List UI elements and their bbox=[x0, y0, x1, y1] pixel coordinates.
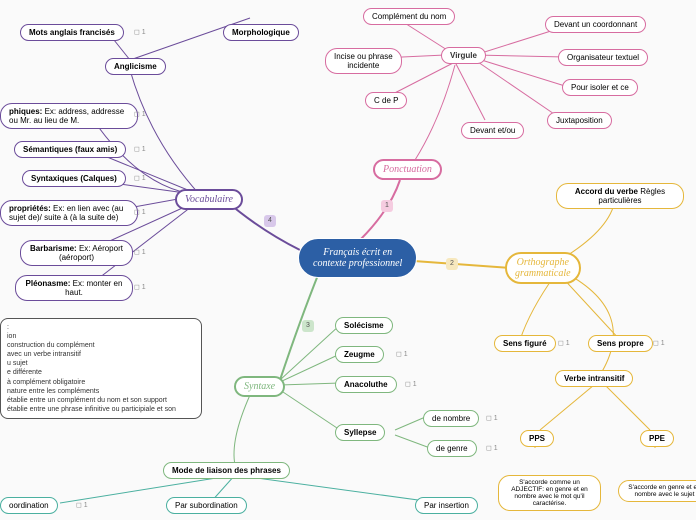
phiques[interactable]: phiques: Ex: address, addresse ou Mr. au… bbox=[0, 103, 138, 129]
par-subordination[interactable]: Par subordination bbox=[166, 497, 247, 514]
note-phiques: ◻ 1 bbox=[134, 110, 146, 118]
de-nombre[interactable]: de nombre bbox=[423, 410, 479, 427]
ppe-desc[interactable]: S'accorde en genre et en nombre avec le … bbox=[618, 480, 696, 502]
sens-figure[interactable]: Sens figuré bbox=[494, 335, 556, 352]
syntaxe-badge: 3 bbox=[302, 320, 314, 332]
note-sp: ◻ 1 bbox=[653, 339, 665, 347]
ortho-line1: Orthographe bbox=[515, 257, 571, 268]
ft-4: u sujet bbox=[7, 359, 195, 368]
note-barb: ◻ 1 bbox=[134, 248, 146, 256]
devant-coordonnant[interactable]: Devant un coordonnant bbox=[545, 16, 646, 33]
org-textuel[interactable]: Organisateur textuel bbox=[558, 49, 648, 66]
ortho-line2: grammaticale bbox=[515, 268, 571, 279]
pleo-pre: Pléonasme: bbox=[26, 279, 73, 288]
orthographe-hub[interactable]: Orthographe grammaticale bbox=[505, 252, 581, 284]
note-mots: ◻ 1 bbox=[134, 28, 146, 36]
solecisme[interactable]: Solécisme bbox=[335, 317, 393, 334]
ft-5: e différente bbox=[7, 368, 195, 377]
pps[interactable]: PPS bbox=[520, 430, 554, 447]
av-pre: Accord du verbe bbox=[575, 187, 640, 196]
par-insertion[interactable]: Par insertion bbox=[415, 497, 478, 514]
pleonasme[interactable]: Pléonasme: Ex: monter en haut. bbox=[15, 275, 133, 301]
morphologique[interactable]: Morphologique bbox=[223, 24, 299, 41]
syntaxe-hub[interactable]: Syntaxe bbox=[234, 376, 285, 397]
accord-verbe[interactable]: Accord du verbe Règles particulières bbox=[556, 183, 684, 209]
de-genre[interactable]: de genre bbox=[427, 440, 477, 457]
note-prop: ◻ 1 bbox=[134, 208, 146, 216]
proprietes[interactable]: propriétés: Ex: en lien avec (au sujet d… bbox=[0, 200, 138, 226]
vocabulaire-hub[interactable]: Vocabulaire bbox=[175, 189, 243, 210]
note-genre: ◻ 1 bbox=[486, 444, 498, 452]
ortho-badge: 2 bbox=[446, 258, 458, 270]
ppe[interactable]: PPE bbox=[640, 430, 674, 447]
note-nombre: ◻ 1 bbox=[486, 414, 498, 422]
central-line1: Français écrit en bbox=[313, 247, 402, 258]
note-sf: ◻ 1 bbox=[558, 339, 570, 347]
pour-isoler[interactable]: Pour isoler et ce bbox=[562, 79, 638, 96]
virgule-node[interactable]: Virgule bbox=[441, 47, 486, 64]
note-sem: ◻ 1 bbox=[134, 145, 146, 153]
ponctuation-hub[interactable]: Ponctuation bbox=[373, 159, 442, 180]
incise-l2: incidente bbox=[334, 61, 393, 70]
note-anac: ◻ 1 bbox=[405, 380, 417, 388]
juxtaposition[interactable]: Juxtaposition bbox=[547, 112, 612, 129]
central-node[interactable]: Français écrit en contexte professionnel bbox=[298, 238, 417, 278]
mots-anglais[interactable]: Mots anglais francisés bbox=[20, 24, 124, 41]
ft-10: établie entre une phrase infinitive ou p… bbox=[7, 405, 195, 414]
pleo-txt: Ex: monter en haut. bbox=[65, 279, 122, 297]
sens-propre[interactable]: Sens propre bbox=[588, 335, 653, 352]
complement-nom[interactable]: Complément du nom bbox=[363, 8, 455, 25]
anglicisme[interactable]: Anglicisme bbox=[105, 58, 166, 75]
note-pleo: ◻ 1 bbox=[134, 283, 146, 291]
devant-etou[interactable]: Devant et/ou bbox=[461, 122, 524, 139]
ft-3: avec un verbe intransitif bbox=[7, 350, 195, 359]
cdep[interactable]: C de P bbox=[365, 92, 407, 109]
incise[interactable]: Incise ou phrase incidente bbox=[325, 48, 402, 74]
ft-1: ion bbox=[7, 332, 195, 341]
mode-liaison[interactable]: Mode de liaison des phrases bbox=[163, 462, 290, 479]
verbe-intransitif[interactable]: Verbe intransitif bbox=[555, 370, 633, 387]
note-zeugme: ◻ 1 bbox=[396, 350, 408, 358]
syntaxiques[interactable]: Syntaxiques (Calques) bbox=[22, 170, 126, 187]
free-text-block[interactable]: : ion construction du complément avec un… bbox=[0, 318, 202, 419]
syllepse[interactable]: Syllepse bbox=[335, 424, 385, 441]
prop-pre: propriétés: bbox=[9, 204, 53, 213]
zeugme[interactable]: Zeugme bbox=[335, 346, 384, 363]
ft-0: : bbox=[7, 323, 195, 332]
vocab-badge: 4 bbox=[264, 215, 276, 227]
phiques-pre: phiques: bbox=[9, 107, 45, 116]
ft-2: construction du complément bbox=[7, 341, 195, 350]
ft-6: à complément obligatoire bbox=[7, 378, 195, 387]
incise-l1: Incise ou phrase bbox=[334, 52, 393, 61]
note-coord: ◻ 1 bbox=[76, 501, 88, 509]
anacoluthe[interactable]: Anacoluthe bbox=[335, 376, 397, 393]
ft-8: établie entre un complément du nom et so… bbox=[7, 396, 195, 405]
ponc-badge: 1 bbox=[381, 200, 393, 212]
barbarisme[interactable]: Barbarisme: Ex: Aéroport (aéroport) bbox=[20, 240, 133, 266]
semantiques[interactable]: Sémantiques (faux amis) bbox=[14, 141, 126, 158]
coordination[interactable]: oordination bbox=[0, 497, 58, 514]
ft-7: nature entre les compléments bbox=[7, 387, 195, 396]
pps-desc[interactable]: S'accorde comme un ADJECTIF: en genre et… bbox=[498, 475, 601, 511]
barb-pre: Barbarisme: bbox=[30, 244, 79, 253]
central-line2: contexte professionnel bbox=[313, 258, 402, 269]
note-synt: ◻ 1 bbox=[134, 174, 146, 182]
